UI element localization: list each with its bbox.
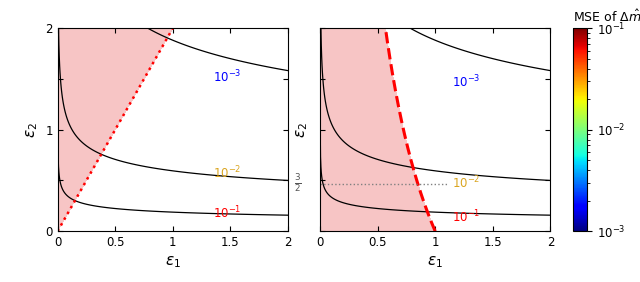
Text: $10^{-3}$: $10^{-3}$: [452, 74, 481, 90]
Text: $10^{-1}$: $10^{-1}$: [213, 205, 241, 221]
Text: $10^{-3}$: $10^{-3}$: [213, 69, 242, 85]
Y-axis label: $\epsilon_2$: $\epsilon_2$: [24, 122, 40, 138]
Text: $10^{-2}$: $10^{-2}$: [213, 165, 241, 182]
Text: $\frac{3}{2}$: $\frac{3}{2}$: [294, 173, 301, 195]
X-axis label: $\epsilon_1$: $\epsilon_1$: [428, 255, 443, 270]
Y-axis label: $\epsilon_2$: $\epsilon_2$: [294, 122, 310, 138]
Text: MSE of $\Delta\hat{m}_G^L$: MSE of $\Delta\hat{m}_G^L$: [573, 7, 640, 27]
X-axis label: $\epsilon_1$: $\epsilon_1$: [165, 255, 180, 270]
Text: $10^{-2}$: $10^{-2}$: [452, 174, 481, 191]
Text: $10^{-1}$: $10^{-1}$: [452, 208, 481, 225]
